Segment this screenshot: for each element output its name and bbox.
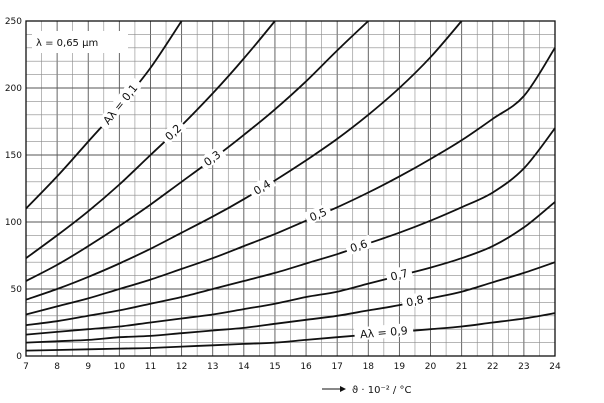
x-axis-title: ϑ · 10⁻² / °C <box>322 385 411 396</box>
series-label-background <box>158 118 187 146</box>
x-tick-label: 15 <box>269 362 280 372</box>
x-tick-label: 18 <box>363 362 375 372</box>
y-tick-label: 0 <box>16 352 22 362</box>
series-label: 0,7 <box>389 267 409 284</box>
x-tick-label: 19 <box>394 362 406 372</box>
series-label-background <box>384 264 414 284</box>
plot-frame <box>25 20 556 357</box>
x-tick-label: 24 <box>549 362 561 372</box>
series-label: Aλ = 0,9 <box>360 324 409 341</box>
y-tick-label: 250 <box>5 17 22 27</box>
series-line <box>25 261 556 344</box>
x-tick-label: 7 <box>23 362 29 372</box>
series-label: Aλ = 0,1 <box>101 82 141 127</box>
series-label-background <box>197 144 227 171</box>
curves <box>25 20 556 352</box>
y-tick-label: 50 <box>11 285 23 295</box>
grid <box>25 20 556 357</box>
series-label-group: 0,8 <box>400 291 429 310</box>
series-label-background <box>400 291 429 310</box>
annotation-background <box>32 31 128 53</box>
x-tick-label: 10 <box>114 362 126 372</box>
x-tick-label: 11 <box>145 362 156 372</box>
series-label-group: 0,7 <box>384 264 414 284</box>
series-line <box>25 20 369 282</box>
x-tick-label: 12 <box>176 362 187 372</box>
x-tick-label: 16 <box>300 362 312 372</box>
x-tick-label: 17 <box>331 362 342 372</box>
wavelength-annotation: λ = 0,65 µm <box>36 38 98 49</box>
tick-labels: 7 8 9 10 11 12 13 14 15 16 17 18 19 20 21 22 23 24 0 50 100 1… <box>5 17 561 372</box>
series-label-group: 0,4 <box>247 174 277 199</box>
x-tick-label: 8 <box>54 362 60 372</box>
series-label-background <box>247 174 277 199</box>
series-label-group: Aλ = 0,9 <box>353 322 414 341</box>
series-label-group: 0,6 <box>344 234 373 256</box>
series-label-background <box>303 202 333 225</box>
series-label-group: 0,5 <box>303 202 333 225</box>
series-line <box>25 20 276 259</box>
x-tick-label: 22 <box>487 362 498 372</box>
y-tick-label: 100 <box>5 218 22 228</box>
x-tick-label: 21 <box>456 362 467 372</box>
series-line <box>25 201 556 336</box>
series-line <box>25 312 556 352</box>
curve-labels: Aλ = 0,10,20,30,40,50,60,70,8Aλ = 0,9 <box>96 76 429 341</box>
series-label: 0,8 <box>405 293 425 309</box>
x-tick-label: 14 <box>238 362 250 372</box>
y-tick-label: 200 <box>5 84 22 94</box>
axes <box>25 20 556 357</box>
y-tick-label: 150 <box>5 151 22 161</box>
series-label: 0,5 <box>308 205 329 224</box>
arrow-icon <box>340 386 346 392</box>
x-axis-label: ϑ · 10⁻² / °C <box>352 385 411 396</box>
x-tick-label: 23 <box>518 362 529 372</box>
series-line <box>25 47 556 316</box>
series-label-background <box>344 234 373 256</box>
series-line <box>25 127 556 327</box>
x-tick-label: 13 <box>207 362 218 372</box>
series-label-group: Aλ = 0,1 <box>96 76 144 131</box>
x-tick-label: 9 <box>85 362 91 372</box>
series-label: 0,6 <box>348 237 369 255</box>
series-label-background <box>96 76 144 131</box>
series-line <box>25 20 463 301</box>
x-tick-label: 20 <box>425 362 437 372</box>
series-label-background <box>353 322 414 341</box>
